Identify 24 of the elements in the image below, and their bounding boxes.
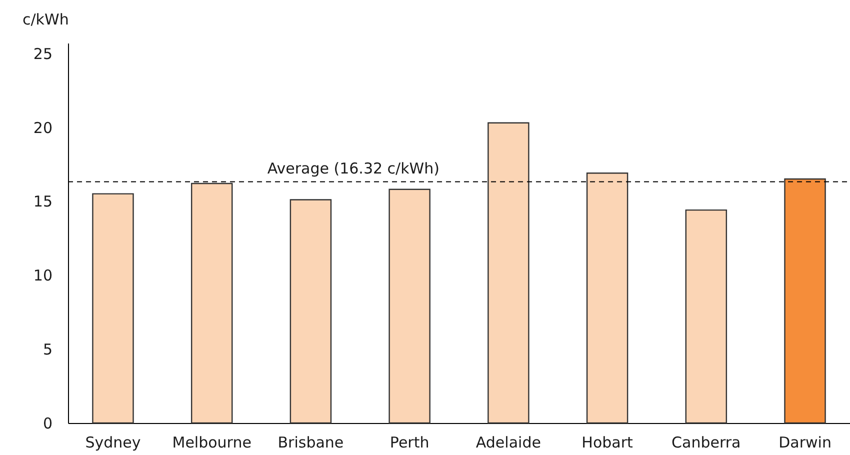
bar <box>586 172 628 424</box>
bar <box>290 199 332 424</box>
bar <box>685 209 728 424</box>
y-tick-label: 15 <box>33 192 52 211</box>
bar <box>190 182 233 424</box>
x-tick-label: Adelaide <box>476 434 541 452</box>
y-tick-label: 25 <box>33 44 52 63</box>
x-tick-label: Sydney <box>85 434 141 452</box>
x-tick-label: Brisbane <box>278 434 344 452</box>
bar <box>388 188 430 424</box>
ref-line-label: Average (16.32 c/kWh) <box>267 160 440 178</box>
x-tick-label: Perth <box>390 434 430 452</box>
bar <box>92 193 134 424</box>
x-tick-label: Hobart <box>582 434 634 452</box>
y-axis-title: c/kWh <box>22 10 69 28</box>
y-tick-label: 0 <box>42 414 52 432</box>
bar <box>784 178 826 424</box>
x-tick-label: Canberra <box>672 434 741 452</box>
x-tick-label: Melbourne <box>172 434 252 452</box>
y-tick-label: 20 <box>33 118 52 137</box>
x-tick-label: Darwin <box>778 434 832 452</box>
y-tick-label: 10 <box>33 266 52 285</box>
bar <box>488 122 530 424</box>
y-tick-label: 5 <box>42 340 52 359</box>
